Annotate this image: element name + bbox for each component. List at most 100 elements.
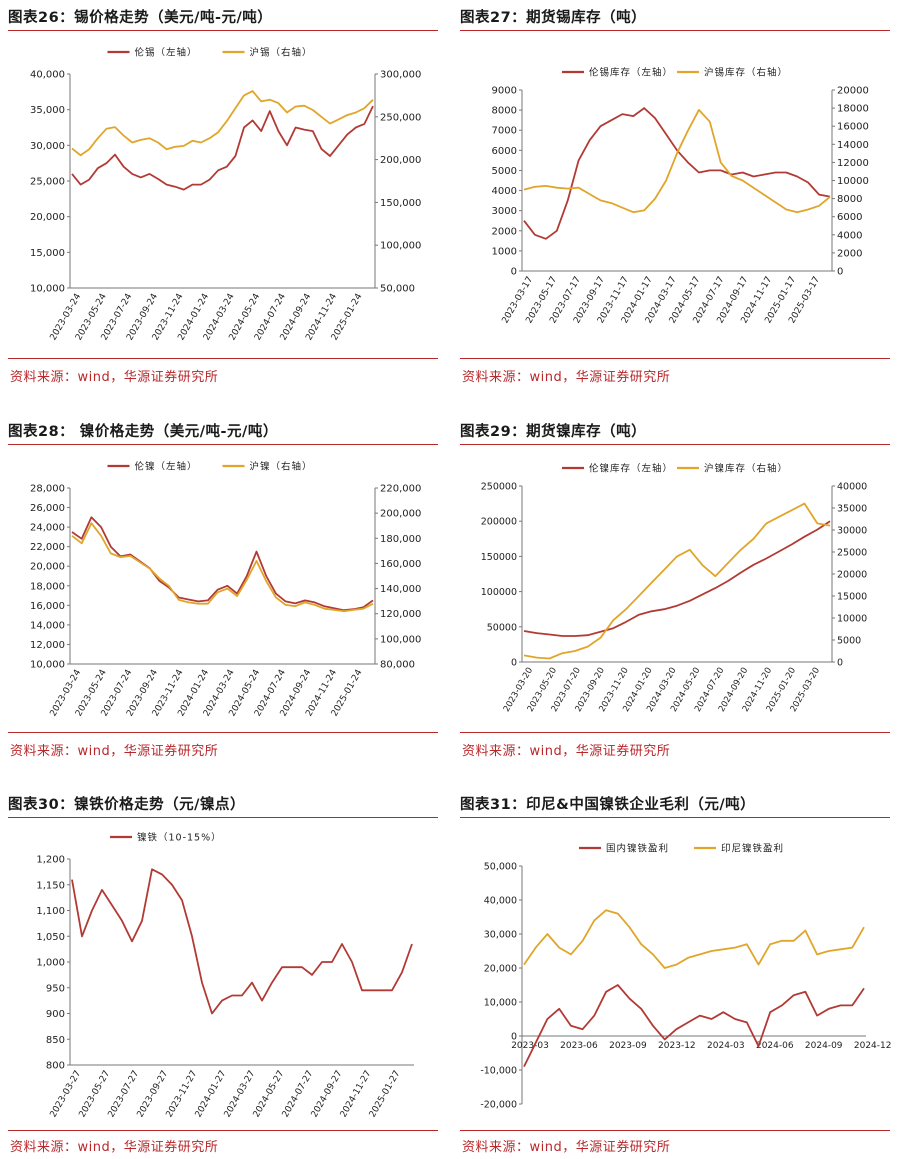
- series-line-1: [71, 868, 413, 1015]
- x-tick-label: 2024-06: [756, 1041, 794, 1051]
- right-tick-label: 10000: [837, 176, 869, 187]
- series-line-1: [71, 516, 374, 612]
- right-tick-label: 25000: [837, 548, 867, 559]
- right-tick-label: 20000: [837, 570, 867, 581]
- legend-label: 国内镍铁盈利: [606, 843, 669, 855]
- title-rule: [460, 817, 890, 818]
- panel-chart-27: 图表27：期货锡库存（吨） 9000 8000 7000 6000 5000 4000 30…: [460, 6, 890, 386]
- series-line-2: [523, 109, 831, 214]
- left-tick-label: -20,000: [480, 1100, 517, 1111]
- series-line-1: [523, 520, 831, 637]
- right-tick-label: 300,000: [380, 70, 421, 81]
- right-tick-label: 2000: [837, 248, 862, 259]
- source-note: 资料来源：wind，华源证券研究所: [10, 744, 219, 759]
- right-tick-label: 100,000: [380, 634, 421, 645]
- left-tick-label: 14,000: [30, 620, 65, 631]
- right-tick-label: 30000: [837, 526, 867, 537]
- title-rule: [8, 30, 438, 31]
- left-tick-label: 22,000: [30, 542, 65, 553]
- series-line-2: [71, 90, 374, 157]
- left-tick-label: 850: [46, 1035, 65, 1046]
- left-tick-label: 50000: [487, 622, 517, 633]
- left-tick-label: 30,000: [30, 141, 65, 152]
- left-tick-label: 150000: [481, 552, 517, 563]
- left-tick-label: 8000: [492, 106, 517, 117]
- left-tick-label: 10,000: [30, 660, 65, 671]
- title-rule: [460, 444, 890, 445]
- right-tick-label: 0: [837, 267, 843, 278]
- left-tick-label: 2000: [492, 226, 517, 237]
- chart-31-svg: 50,000 40,000 30,000 20,000 10,000 0 -10,000 -2…: [480, 843, 892, 1111]
- x-tick-label: 2025-01-27: [368, 1069, 403, 1119]
- left-tick-label: 20,000: [30, 562, 65, 573]
- left-tick-label: 24,000: [30, 523, 65, 534]
- left-tick-label: 26,000: [30, 503, 65, 514]
- x-tick-label: 2023-03: [511, 1041, 549, 1051]
- left-tick-label: 20,000: [484, 964, 517, 975]
- chart-30-svg: 1,200 1,150 1,100 1,050 1,000 950 900 850 800 202…: [36, 832, 414, 1119]
- series-line-2: [71, 522, 374, 613]
- right-tick-label: 18000: [837, 104, 869, 115]
- right-tick-label: 10000: [837, 614, 867, 625]
- left-tick-label: 200000: [481, 517, 517, 528]
- x-tick-label: 2024-12: [854, 1041, 892, 1051]
- right-tick-label: 100,000: [380, 241, 421, 252]
- left-tick-label: 800: [46, 1061, 65, 1072]
- left-tick-label: 12,000: [30, 640, 65, 651]
- series-line-2: [523, 909, 865, 969]
- source-rule: [8, 358, 438, 359]
- left-tick-label: 9000: [492, 86, 517, 97]
- left-tick-label: 0: [511, 1032, 517, 1043]
- legend-label: 沪镍（右轴）: [250, 461, 313, 473]
- right-tick-label: 16000: [837, 122, 869, 133]
- chart-title: 图表26：锡价格走势（美元/吨-元/吨）: [8, 10, 273, 26]
- source-note: 资料来源：wind，华源证券研究所: [462, 1140, 671, 1155]
- legend-label: 伦镍库存（左轴）: [589, 463, 673, 475]
- source-rule: [460, 358, 890, 359]
- legend-label: 沪锡（右轴）: [250, 47, 313, 59]
- left-tick-label: 18,000: [30, 581, 65, 592]
- right-tick-label: 80,000: [380, 660, 415, 671]
- legend-label: 镍铁（10-15%）: [137, 832, 222, 844]
- right-tick-label: 20000: [837, 86, 869, 97]
- left-tick-label: 1,100: [36, 906, 65, 917]
- source-rule: [460, 1130, 890, 1131]
- legend-label: 印尼镍铁盈利: [721, 843, 784, 855]
- title-rule: [460, 30, 890, 31]
- chart-title: 图表27：期货锡库存（吨）: [460, 10, 647, 26]
- left-tick-label: 0: [511, 658, 517, 669]
- chart-27-svg: 9000800070006000500040003000200010000200…: [492, 67, 869, 326]
- left-tick-label: 0: [511, 267, 517, 278]
- series-line-1: [523, 107, 831, 240]
- left-tick-label: -10,000: [480, 1066, 517, 1077]
- source-note: 资料来源：wind，华源证券研究所: [10, 1140, 219, 1155]
- right-tick-label: 160,000: [380, 559, 421, 570]
- right-tick-label: 0: [837, 658, 843, 669]
- right-tick-label: 6000: [837, 212, 862, 223]
- left-tick-label: 950: [46, 983, 65, 994]
- left-tick-label: 100000: [481, 587, 517, 598]
- left-tick-label: 4000: [492, 186, 517, 197]
- legend-label: 伦镍（左轴）: [135, 461, 198, 473]
- left-tick-label: 1000: [492, 246, 517, 257]
- left-tick-label: 10,000: [484, 998, 517, 1009]
- series-line-2: [523, 502, 831, 660]
- panel-chart-29: 图表29：期货镍库存（吨） 250000 200000 150000 100000 50…: [460, 420, 890, 780]
- left-tick-label: 900: [46, 1009, 65, 1020]
- chart-28-svg: 28,000 26,000 24,000 22,000 20,000 18,000 16,0…: [30, 461, 421, 719]
- left-tick-label: 28,000: [30, 484, 65, 495]
- right-tick-label: 200,000: [380, 509, 421, 520]
- right-tick-label: 5000: [837, 636, 861, 647]
- left-tick-label: 1,000: [36, 958, 65, 969]
- right-tick-label: 15000: [837, 592, 867, 603]
- chart-title: 图表28： 镍价格走势（美元/吨-元/吨）: [8, 424, 278, 440]
- legend-label: 伦锡库存（左轴）: [589, 67, 673, 79]
- legend-label: 沪镍库存（右轴）: [704, 463, 788, 475]
- source-note: 资料来源：wind，华源证券研究所: [10, 370, 219, 385]
- panel-chart-30: 图表30：镍铁价格走势（元/镍点） 1,200 1,150 1,100 1,050 1,…: [8, 793, 438, 1159]
- left-tick-label: 250000: [481, 482, 517, 493]
- source-note: 资料来源：wind，华源证券研究所: [462, 370, 671, 385]
- legend-label: 伦锡（左轴）: [135, 47, 198, 59]
- left-tick-label: 35,000: [30, 105, 65, 116]
- right-tick-label: 150,000: [380, 198, 421, 209]
